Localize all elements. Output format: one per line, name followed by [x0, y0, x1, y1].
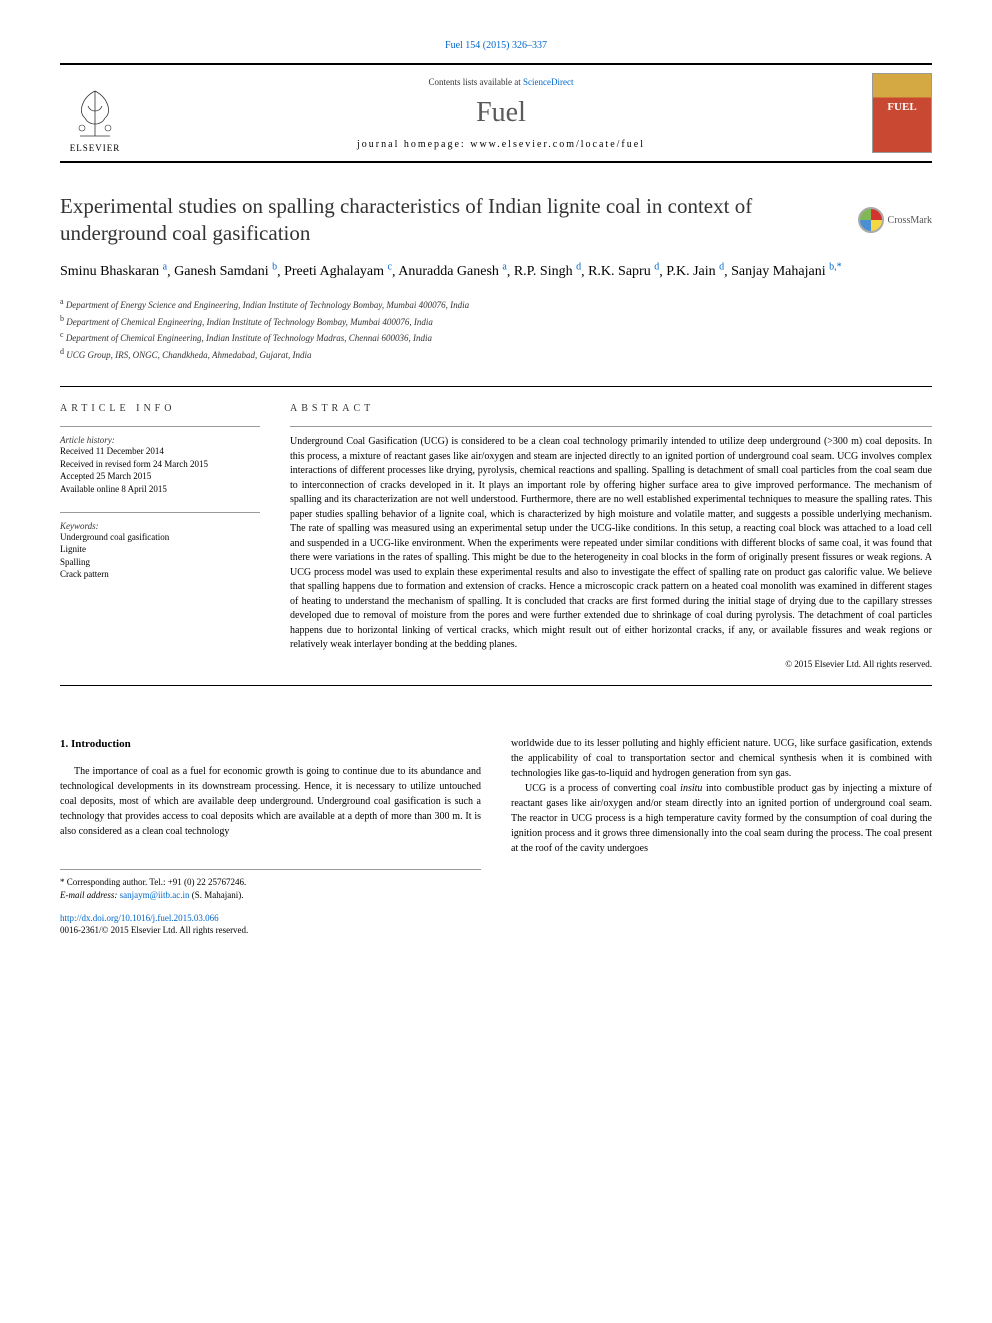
received-date: Received 11 December 2014	[60, 445, 260, 458]
article-info-heading: ARTICLE INFO	[60, 403, 260, 414]
author: Ganesh Samdani b	[174, 264, 277, 279]
affiliations: a Department of Energy Science and Engin…	[60, 296, 932, 362]
elsevier-logo: ELSEVIER	[60, 73, 130, 153]
author: Preeti Aghalayam c	[284, 264, 392, 279]
contents-available-text: Contents lists available at ScienceDirec…	[130, 77, 872, 87]
abstract-heading: ABSTRACT	[290, 403, 932, 414]
email-link[interactable]: sanjaym@iitb.ac.in	[120, 890, 190, 900]
abstract-copyright: © 2015 Elsevier Ltd. All rights reserved…	[290, 659, 932, 669]
journal-name: Fuel	[130, 97, 872, 129]
journal-homepage: journal homepage: www.elsevier.com/locat…	[130, 139, 872, 150]
keyword: Crack pattern	[60, 568, 260, 581]
corresponding-email: E-mail address: sanjaym@iitb.ac.in (S. M…	[60, 889, 481, 902]
citation-link[interactable]: Fuel 154 (2015) 326–337	[60, 40, 932, 51]
sciencedirect-link[interactable]: ScienceDirect	[523, 77, 573, 87]
history-label: Article history:	[60, 435, 260, 445]
crossmark-icon	[858, 207, 884, 233]
author: Sanjay Mahajani b,*	[731, 264, 841, 279]
author: Anuradda Ganesh a	[398, 264, 507, 279]
issn-copyright: 0016-2361/© 2015 Elsevier Ltd. All right…	[60, 925, 481, 937]
abstract-section: ABSTRACT Underground Coal Gasification (…	[290, 403, 932, 669]
keyword: Underground coal gasification	[60, 531, 260, 544]
publisher-label: ELSEVIER	[70, 143, 121, 153]
author: R.K. Sapru d	[588, 264, 659, 279]
keyword: Lignite	[60, 543, 260, 556]
corresponding-author: * Corresponding author. Tel.: +91 (0) 22…	[60, 876, 481, 889]
intro-paragraph: worldwide due to its lesser polluting an…	[511, 736, 932, 781]
author: P.K. Jain d	[666, 264, 724, 279]
article-title: Experimental studies on spalling charact…	[60, 193, 858, 248]
elsevier-tree-icon	[70, 86, 120, 141]
author: Sminu Bhaskaran a	[60, 264, 167, 279]
doi-link[interactable]: http://dx.doi.org/10.1016/j.fuel.2015.03…	[60, 913, 481, 925]
author-list: Sminu Bhaskaran a, Ganesh Samdani b, Pre…	[60, 260, 932, 283]
keywords-label: Keywords:	[60, 521, 260, 531]
introduction-heading: 1. Introduction	[60, 736, 481, 753]
revised-date: Received in revised form 24 March 2015	[60, 458, 260, 471]
abstract-text: Underground Coal Gasification (UCG) is c…	[290, 426, 932, 653]
homepage-url[interactable]: www.elsevier.com/locate/fuel	[470, 139, 645, 150]
journal-cover-thumbnail: FUEL	[872, 73, 932, 153]
keyword: Spalling	[60, 556, 260, 569]
online-date: Available online 8 April 2015	[60, 483, 260, 496]
article-info-sidebar: ARTICLE INFO Article history: Received 1…	[60, 403, 260, 669]
accepted-date: Accepted 25 March 2015	[60, 470, 260, 483]
author: R.P. Singh d	[514, 264, 581, 279]
journal-header: ELSEVIER Contents lists available at Sci…	[60, 63, 932, 163]
intro-paragraph: UCG is a process of converting coal insi…	[511, 781, 932, 856]
crossmark-badge[interactable]: CrossMark	[858, 193, 932, 248]
intro-paragraph: The importance of coal as a fuel for eco…	[60, 764, 481, 839]
